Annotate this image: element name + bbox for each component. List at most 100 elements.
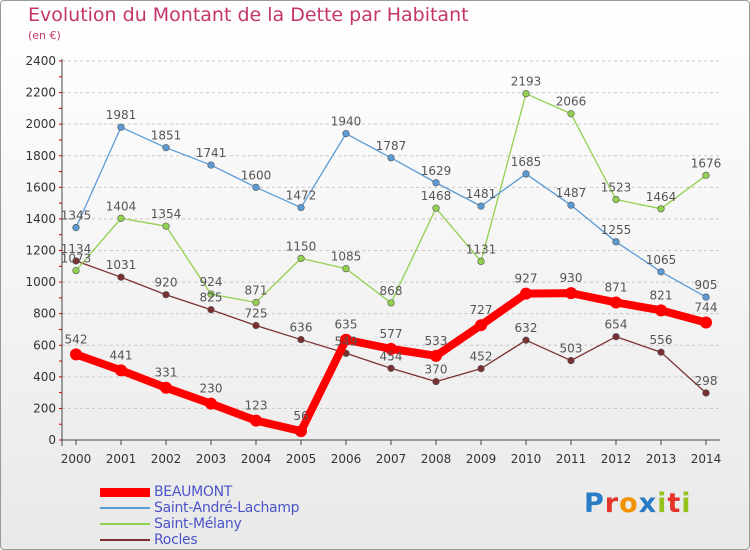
legend-swatch: [100, 507, 150, 509]
y-tick-label: 2000: [25, 117, 56, 131]
data-label: 298: [695, 374, 718, 388]
data-label: 635: [335, 318, 358, 332]
legend-label: Saint-André-Lachamp: [154, 500, 300, 516]
data-label: 871: [605, 280, 628, 294]
data-label: 744: [695, 301, 718, 315]
data-point: [387, 299, 395, 307]
data-point: [162, 144, 170, 152]
data-label: 871: [245, 283, 268, 297]
y-tick-label: 1200: [25, 244, 56, 258]
data-label: 454: [380, 349, 403, 363]
x-tick-label: 2014: [691, 452, 722, 466]
x-tick-label: 2009: [466, 452, 497, 466]
data-point: [475, 319, 487, 332]
x-tick-label: 2007: [376, 452, 407, 466]
data-label: 542: [65, 332, 88, 346]
y-tick-label: 800: [33, 307, 56, 321]
legend-swatch: [100, 539, 150, 541]
data-point: [252, 298, 260, 307]
data-point: [477, 365, 485, 373]
chart-title: Evolution du Montant de la Dette par Hab…: [28, 4, 469, 26]
data-point: [295, 425, 307, 438]
data-point: [70, 348, 82, 361]
x-tick-label: 2005: [286, 452, 317, 466]
data-point: [162, 291, 170, 299]
data-point: [700, 316, 712, 329]
data-point: [567, 356, 575, 365]
data-label: 1468: [421, 189, 452, 203]
x-tick-label: 2013: [646, 452, 677, 466]
x-tick-label: 2012: [601, 452, 632, 466]
data-point: [612, 238, 620, 246]
data-point: [207, 306, 215, 314]
data-point: [702, 171, 710, 179]
y-tick-label: 1600: [25, 180, 56, 194]
data-label: 930: [560, 271, 583, 285]
data-label: 1487: [556, 186, 587, 200]
data-point: [342, 265, 350, 273]
x-tick-label: 2000: [61, 452, 92, 466]
data-point: [117, 214, 125, 222]
data-point: [72, 266, 80, 275]
data-point: [340, 333, 352, 346]
data-label: 632: [515, 321, 538, 335]
data-point: [567, 110, 575, 118]
y-tick-label: 200: [33, 401, 56, 415]
data-label: 1354: [151, 207, 182, 221]
data-point: [250, 414, 262, 427]
legend-swatch: [100, 523, 150, 525]
data-label-layer: 1134 1031 920 825 725 636 549 454 370 452 632 503 65…: [61, 75, 722, 423]
data-label: 556: [650, 333, 673, 347]
data-label: 1685: [511, 155, 542, 169]
data-label: 1787: [376, 139, 407, 153]
data-label: 1464: [646, 190, 677, 204]
data-label: 654: [605, 318, 628, 332]
y-tick-label: 1400: [25, 212, 56, 226]
data-label: 1940: [331, 115, 362, 129]
data-label: 825: [200, 291, 223, 305]
data-label: 868: [380, 284, 403, 298]
data-point: [432, 204, 440, 212]
data-point: [477, 257, 485, 265]
data-label: 1065: [646, 253, 677, 267]
legend-item: Rocles: [100, 532, 198, 548]
data-point: [162, 222, 170, 230]
data-point: [477, 202, 485, 210]
data-label: 1131: [466, 242, 497, 256]
y-tick-label: 2400: [25, 54, 56, 68]
data-label: 1851: [151, 129, 182, 143]
data-point: [657, 348, 665, 356]
data-label: 230: [200, 382, 223, 396]
data-label: 1629: [421, 164, 452, 178]
data-label: 1404: [106, 199, 137, 213]
data-label: 1741: [196, 146, 227, 160]
series-layer: [70, 90, 712, 438]
data-label: 2193: [511, 75, 542, 89]
x-tick-label: 2011: [556, 452, 587, 466]
x-tick-label: 2002: [151, 452, 182, 466]
data-point: [387, 154, 395, 162]
data-label: 452: [470, 350, 493, 364]
x-tick-label: 2010: [511, 452, 542, 466]
logo-letter: o: [619, 488, 639, 519]
data-point: [702, 293, 710, 301]
y-tick-label: 1800: [25, 149, 56, 163]
data-label: 123: [245, 399, 268, 413]
proxiti-logo: Proxiti: [584, 488, 692, 519]
y-tick-label: 400: [33, 370, 56, 384]
y-tick-label: 600: [33, 338, 56, 352]
data-label: 577: [380, 327, 403, 341]
data-label: 1676: [691, 156, 722, 170]
legend-item: Saint-André-Lachamp: [100, 500, 300, 516]
data-label: 636: [290, 321, 313, 335]
legend-label: Rocles: [154, 532, 198, 548]
data-point: [612, 333, 620, 341]
logo-letter: x: [638, 488, 658, 519]
data-label: 1600: [241, 168, 272, 182]
data-point: [522, 90, 530, 98]
data-point: [612, 195, 620, 204]
data-label: 1031: [106, 258, 137, 272]
logo-letter: i: [657, 488, 668, 519]
data-label: 56: [293, 409, 308, 423]
